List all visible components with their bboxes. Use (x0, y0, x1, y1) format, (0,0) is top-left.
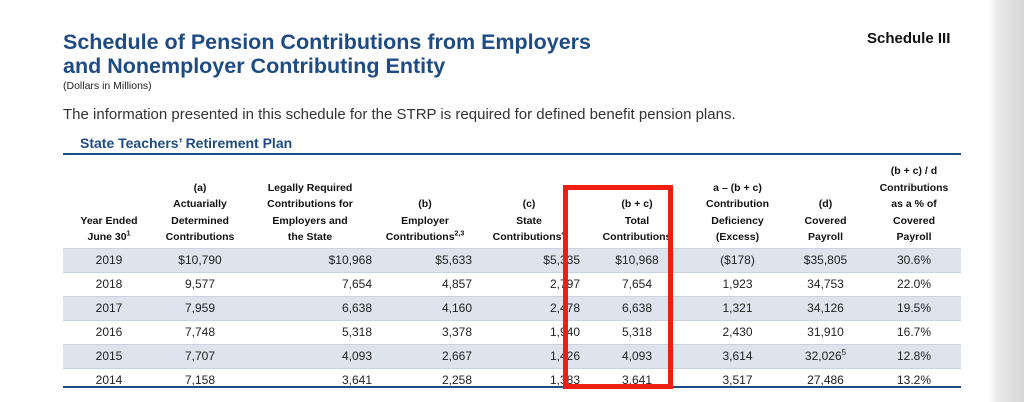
cell-state: $5,335 (475, 248, 583, 272)
cell-year: 2015 (63, 344, 155, 368)
cell-percent: 12.8% (867, 344, 961, 368)
col-header-deficiency: a – (b + c) Contribution Deficiency (Exc… (706, 181, 769, 244)
cell-total: 7,654 (621, 277, 653, 291)
schedule-label: Schedule III (867, 30, 951, 47)
page-title: Schedule of Pension Contributions from E… (63, 30, 591, 78)
cell-legally-required: 4,093 (245, 344, 375, 368)
cell-covered-payroll: $35,805 (784, 248, 867, 272)
cell-employer: 4,160 (375, 296, 475, 320)
cell-year: 2016 (95, 325, 123, 339)
table-header-row: Year Ended June 301 (a) Actuarially Dete… (63, 163, 961, 248)
cell-state: 2,797 (549, 277, 580, 291)
cell-actuarial: 7,707 (155, 344, 245, 368)
cell-deficiency: 1,923 (722, 277, 753, 291)
col-header-total: (b + c) Total Contributions (602, 198, 672, 243)
cell-percent: 22.0% (896, 277, 932, 291)
table-row: 2019 $10,790 $10,968 $5,633 $5,335 $10,9… (63, 248, 961, 272)
cell-covered-payroll: 31,910 (807, 325, 844, 339)
cell-covered-payroll: 32,0265 (784, 344, 867, 368)
cell-total: 4,093 (583, 344, 691, 368)
table-row: 2017 7,959 6,638 4,160 2,478 6,638 1,321… (63, 296, 961, 320)
cell-percent: 30.6% (867, 248, 961, 272)
col-header-percent: (b + c) / d Contributions as a % of Cove… (879, 165, 949, 243)
cell-legally-required: 7,654 (341, 277, 372, 291)
bottom-rule (63, 386, 961, 388)
cell-year: 2019 (63, 248, 155, 272)
cell-actuarial: 7,748 (184, 325, 216, 339)
cell-total: 6,638 (583, 296, 691, 320)
col-header-state: (c) State Contributions4 (492, 198, 566, 243)
cell-percent: 13.2% (896, 373, 932, 387)
col-header-actuarial: (a) Actuarially Determined Contributions (165, 181, 235, 244)
cell-year: 2014 (95, 373, 123, 387)
cell-total: 3,641 (621, 373, 653, 387)
title-line-1: Schedule of Pension Contributions from E… (63, 30, 591, 54)
cell-state: 1,940 (549, 325, 580, 339)
cell-actuarial: 7,158 (184, 373, 216, 387)
cell-year: 2018 (95, 277, 123, 291)
cell-deficiency: 2,430 (722, 325, 753, 339)
intro-text: The information presented in this schedu… (63, 106, 736, 123)
plan-name-heading: State Teachers’ Retirement Plan (80, 135, 293, 151)
table-row: 2018 9,577 7,654 4,857 2,797 7,654 1,923… (63, 272, 961, 296)
cell-total: 5,318 (621, 325, 653, 339)
cell-actuarial: $10,790 (155, 248, 245, 272)
cell-employer: 2,258 (441, 373, 472, 387)
cell-employer: 3,378 (441, 325, 472, 339)
cell-employer: 2,667 (375, 344, 475, 368)
cell-legally-required: 6,638 (245, 296, 375, 320)
col-header-legally-required: Legally Required Contributions for Emplo… (267, 181, 353, 244)
cell-covered-payroll: 34,753 (807, 277, 844, 291)
cell-actuarial: 9,577 (184, 277, 216, 291)
title-line-2: and Nonemployer Contributing Entity (63, 54, 446, 78)
page-edge-shadow (988, 0, 1024, 402)
cell-deficiency: ($178) (691, 248, 784, 272)
cell-actuarial: 7,959 (155, 296, 245, 320)
cell-legally-required: $10,968 (245, 248, 375, 272)
contributions-table: Year Ended June 301 (a) Actuarially Dete… (63, 163, 961, 392)
units-note: (Dollars in Millions) (63, 80, 152, 92)
cell-legally-required: 3,641 (341, 373, 372, 387)
col-header-covered-payroll: (d) Covered Payroll (804, 198, 847, 243)
cell-percent: 19.5% (867, 296, 961, 320)
col-header-employer: (b) Employer Contributions2,3 (385, 198, 465, 243)
cell-year: 2017 (63, 296, 155, 320)
cell-deficiency: 3,517 (722, 373, 753, 387)
table-row: 2014 7,158 3,641 2,258 1,383 3,641 3,517… (63, 368, 961, 392)
col-header-year: Year Ended June 301 (80, 214, 138, 244)
cell-deficiency: 3,614 (691, 344, 784, 368)
top-rule (63, 153, 961, 155)
cell-legally-required: 5,318 (341, 325, 372, 339)
cell-state: 2,478 (475, 296, 583, 320)
table-row: 2015 7,707 4,093 2,667 1,426 4,093 3,614… (63, 344, 961, 368)
table-row: 2016 7,748 5,318 3,378 1,940 5,318 2,430… (63, 320, 961, 344)
cell-deficiency: 1,321 (691, 296, 784, 320)
cell-percent: 16.7% (896, 325, 932, 339)
cell-state: 1,426 (475, 344, 583, 368)
cell-employer: $5,633 (375, 248, 475, 272)
cell-covered-payroll: 27,486 (807, 373, 844, 387)
cell-total: $10,968 (583, 248, 691, 272)
cell-employer: 4,857 (441, 277, 472, 291)
cell-covered-payroll: 34,126 (784, 296, 867, 320)
